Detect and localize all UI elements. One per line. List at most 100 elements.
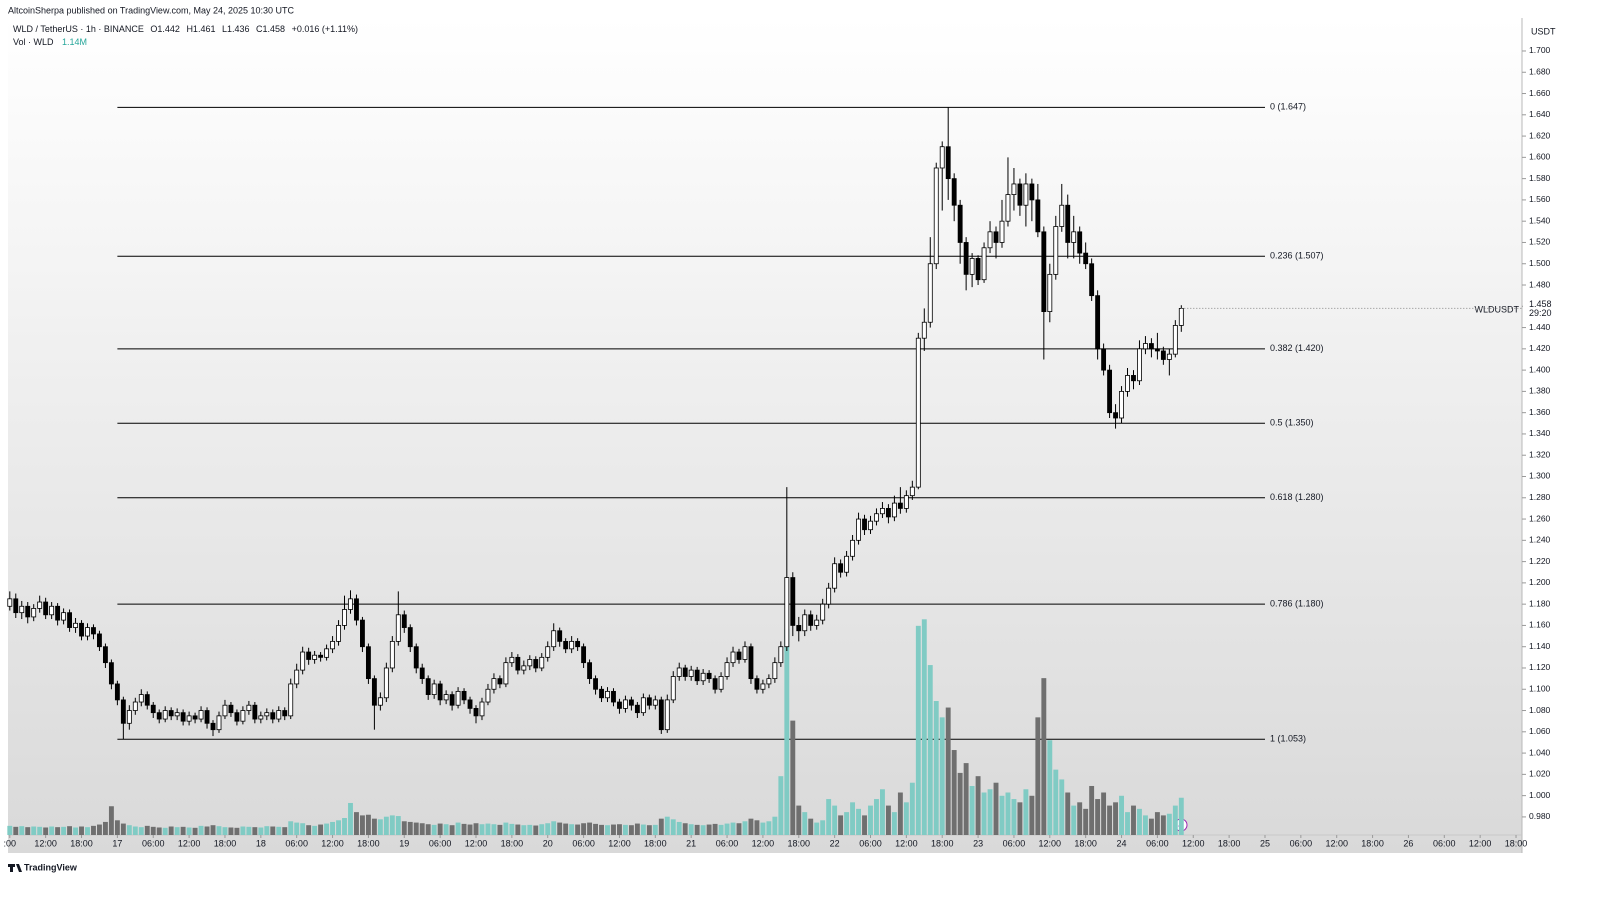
candle-body xyxy=(868,520,873,531)
volume-bar xyxy=(569,824,575,835)
volume-bar xyxy=(198,825,204,835)
candle-body xyxy=(509,656,515,664)
candle-body xyxy=(264,712,270,717)
volume-bar xyxy=(963,763,969,835)
volume-bar xyxy=(802,812,808,835)
volume-bar xyxy=(389,815,395,835)
candle-body xyxy=(419,667,425,680)
x-tick-label: 18:00 xyxy=(1074,838,1097,848)
volume-bar xyxy=(55,827,61,835)
candle-body xyxy=(401,614,407,628)
candle-body xyxy=(969,258,975,275)
fib-label: 0.618 (1.280) xyxy=(1270,492,1324,502)
candle-body xyxy=(19,605,25,614)
volume-bar xyxy=(509,823,515,835)
candle-body xyxy=(79,622,84,637)
candle-body xyxy=(676,667,682,677)
fib-label: 0 (1.647) xyxy=(1270,102,1306,112)
candle-body xyxy=(987,231,993,249)
volume-bar xyxy=(868,805,873,835)
candle-body xyxy=(330,640,335,650)
candle-body xyxy=(13,598,19,614)
volume-bar xyxy=(383,816,389,835)
candle-body xyxy=(611,690,616,703)
volume-bar xyxy=(1059,779,1065,835)
candle-body xyxy=(31,608,37,618)
volume-bar xyxy=(796,805,802,835)
candle-body xyxy=(407,627,413,648)
volume-bar xyxy=(114,820,120,835)
y-tick-label: 1.180 xyxy=(1529,598,1551,608)
candle-body xyxy=(1065,204,1071,243)
candle-body xyxy=(377,697,383,706)
candle-body xyxy=(389,640,395,669)
volume-bar xyxy=(342,818,347,835)
candle-body xyxy=(533,659,539,669)
candle-body xyxy=(228,704,234,714)
fib-label: 0.5 (1.350) xyxy=(1270,418,1314,428)
candle-body xyxy=(945,146,951,180)
volume-bar xyxy=(670,819,676,835)
volume-bar xyxy=(270,826,276,835)
volume-bar xyxy=(252,827,258,835)
volume-bar xyxy=(1035,717,1041,835)
candle-body xyxy=(700,672,706,682)
candle-body xyxy=(216,715,222,731)
volume-bar xyxy=(156,827,162,835)
candle-body xyxy=(1029,183,1035,201)
legend-change: +0.016 (+1.11%) xyxy=(292,24,358,34)
candle-body xyxy=(365,646,371,680)
candle-body xyxy=(694,669,700,682)
candle-body xyxy=(814,619,820,626)
candle-body xyxy=(1059,204,1065,227)
legend-close: C1.458 xyxy=(256,24,285,34)
symbol-label: WLDUSDT xyxy=(1475,304,1520,314)
volume-bar xyxy=(521,825,527,835)
candle-body xyxy=(981,247,987,281)
y-tick-label: 1.140 xyxy=(1529,641,1551,651)
candle-body xyxy=(67,612,72,628)
candle-body xyxy=(49,605,55,616)
y-tick-label: 1.660 xyxy=(1529,88,1551,98)
volume-bar xyxy=(348,802,353,835)
candle-body xyxy=(204,710,210,724)
x-tick-label: 18:00 xyxy=(70,838,93,848)
x-tick-label: 06:00 xyxy=(1290,838,1313,848)
candle-body xyxy=(712,678,718,690)
volume-bar xyxy=(276,826,282,835)
candle-body xyxy=(85,627,90,637)
candle-body xyxy=(646,697,652,706)
y-tick-label: 1.360 xyxy=(1529,407,1551,417)
volume-bar xyxy=(186,827,192,835)
volume-bar xyxy=(862,815,867,835)
volume-bar xyxy=(1071,805,1077,835)
candle-body xyxy=(1137,348,1142,382)
candle-body xyxy=(760,683,766,690)
volume-bar xyxy=(1142,815,1148,835)
volume-bar xyxy=(1089,785,1095,835)
volume-bar xyxy=(730,822,736,835)
volume-bar xyxy=(437,823,443,835)
fib-label: 0.786 (1.180) xyxy=(1270,599,1324,609)
volume-bar xyxy=(126,825,132,835)
candle-body xyxy=(539,656,545,669)
volume-bar xyxy=(132,826,138,835)
candle-body xyxy=(461,690,467,701)
volume-bar xyxy=(473,823,479,835)
volume-bar xyxy=(885,805,891,835)
volume-bar xyxy=(951,750,957,835)
candle-body xyxy=(939,146,945,169)
y-tick-label: 1.440 xyxy=(1529,322,1551,332)
volume-bar xyxy=(1107,805,1113,835)
candle-body xyxy=(383,667,389,699)
volume-bar xyxy=(336,820,341,835)
candle-body xyxy=(1083,252,1089,265)
y-tick-label: 1.400 xyxy=(1529,364,1551,374)
candle-body xyxy=(1148,343,1154,350)
candle-body xyxy=(772,662,778,680)
y-tick-label: 1.160 xyxy=(1529,620,1551,630)
candle-body xyxy=(862,518,867,531)
candle-body xyxy=(97,633,102,648)
volume-bar xyxy=(407,821,413,835)
volume-bar xyxy=(180,826,186,835)
